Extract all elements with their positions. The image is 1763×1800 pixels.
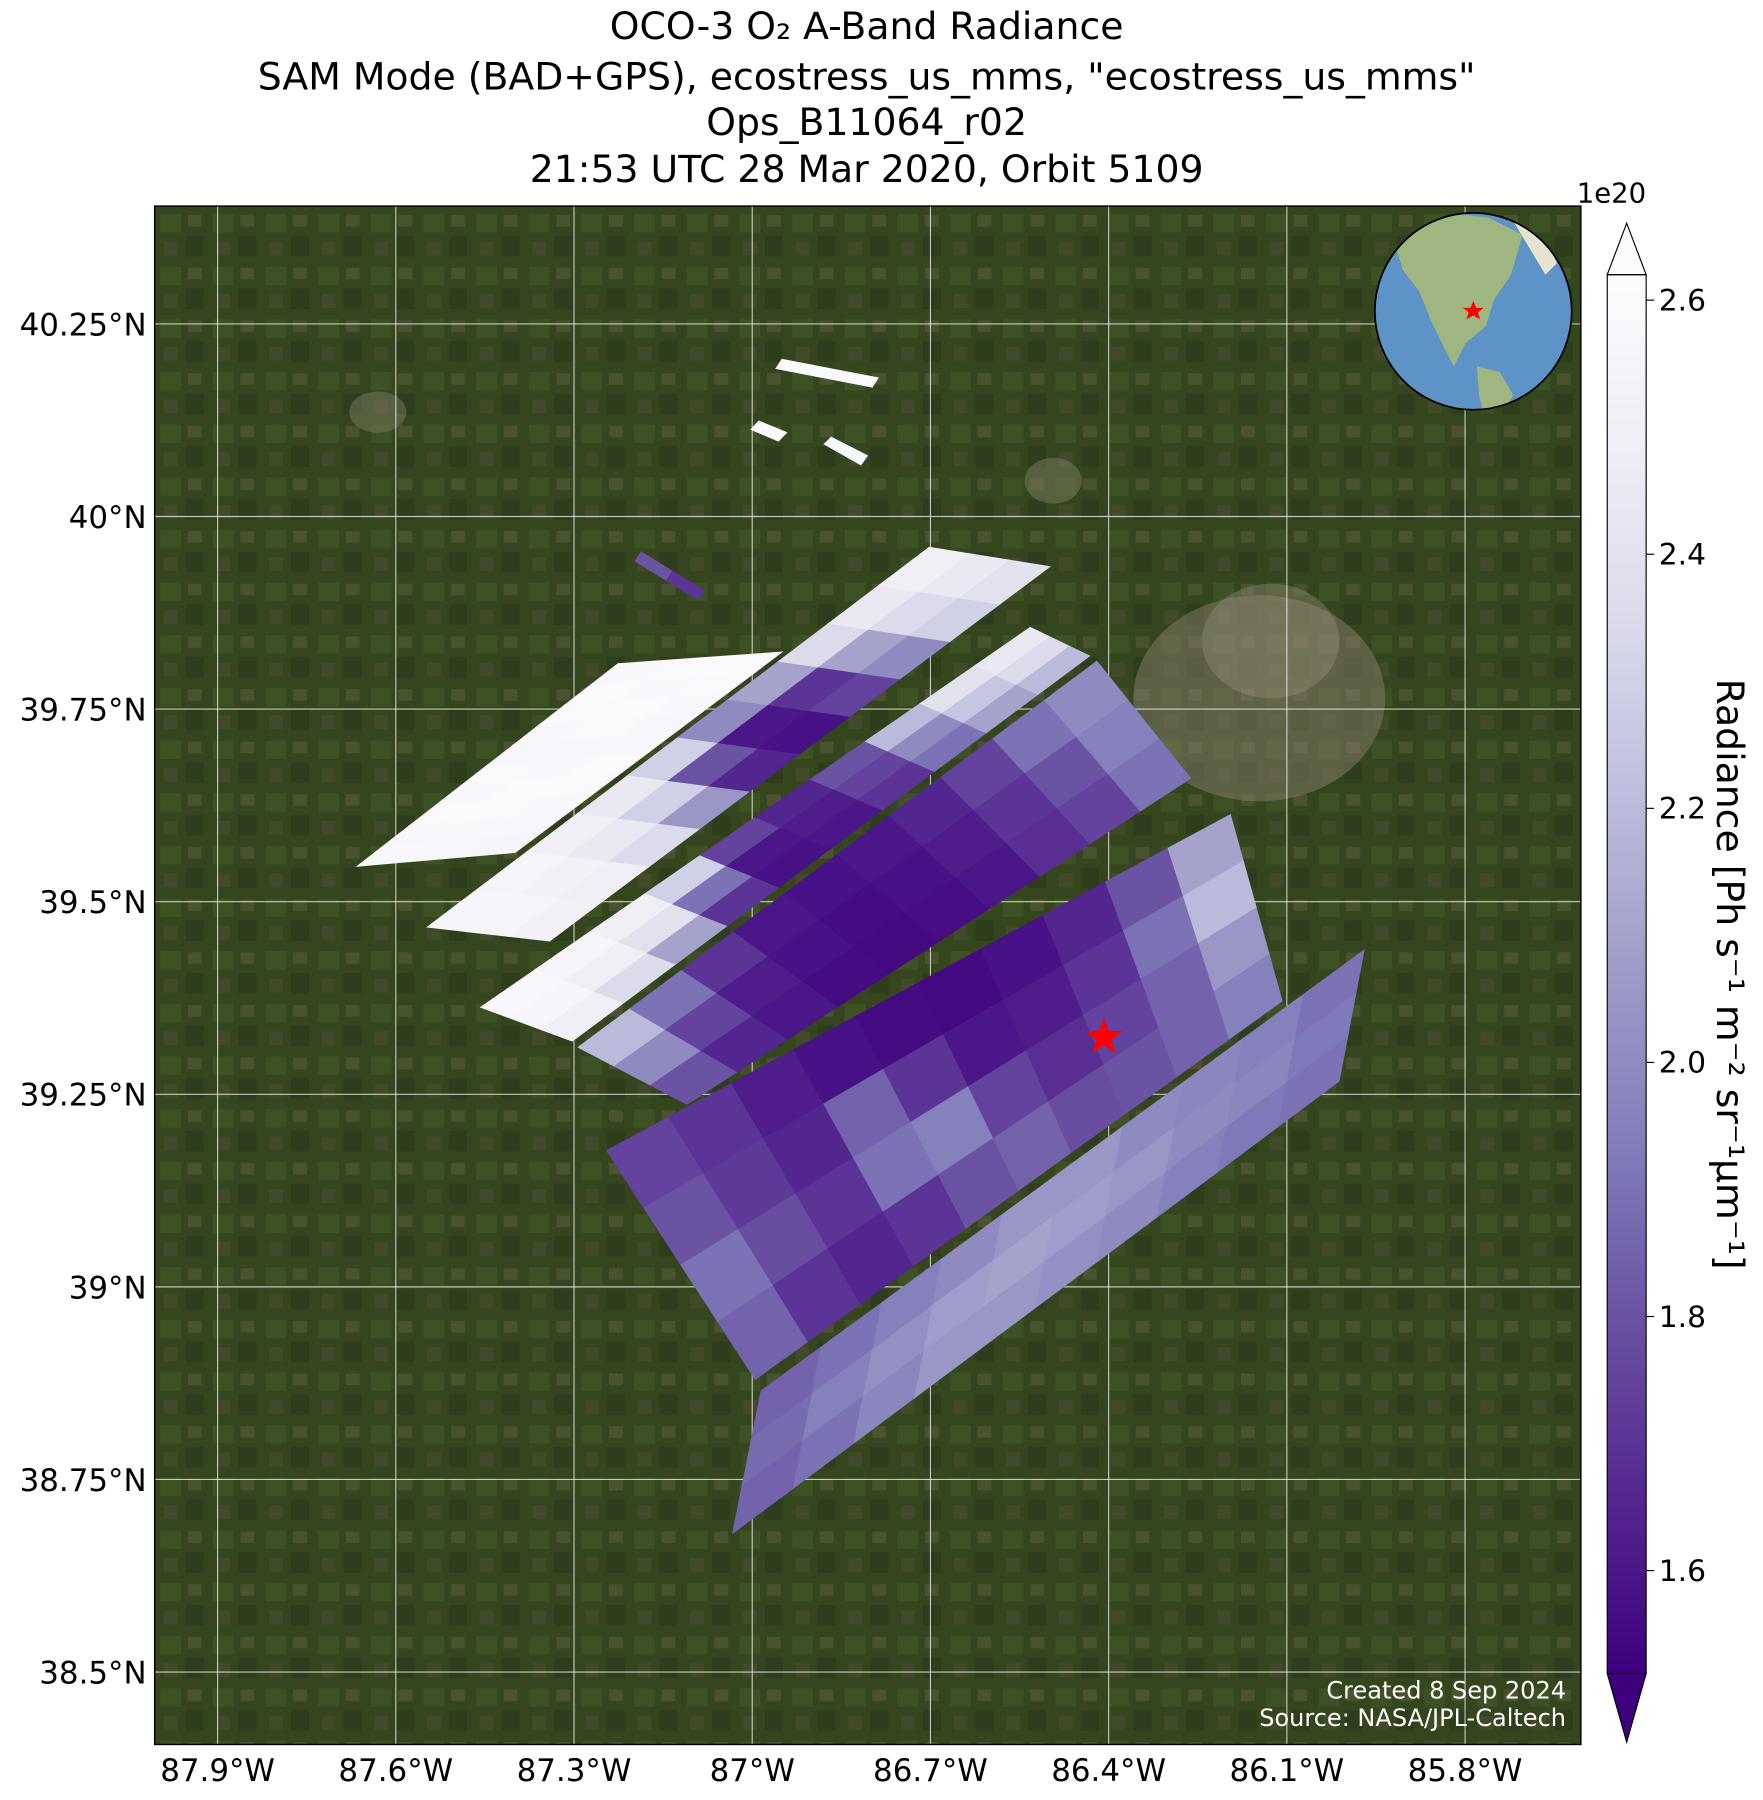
y-tick-label: 40°N [69,500,147,536]
colorbar-tick-label: 1.8 [1659,1300,1706,1335]
y-tick-label: 39°N [69,1270,147,1306]
colorbar-extend [1606,1672,1647,1745]
credit: Created 8 Sep 2024 [1326,1677,1566,1705]
y-tick-label: 39.75°N [20,693,147,729]
title-line: OCO-3 O₂ A-Band Radiance [610,4,1124,48]
colorbar-offset: 1e20 [1577,179,1646,210]
map-frame [153,205,1582,1746]
colorbar-tick-label: 2.2 [1659,792,1706,827]
urban-area [349,391,407,433]
title: OCO-3 O₂ A-Band Radiance SAM Mode (BAD+G… [258,4,1476,191]
colorbar: 1.6 1.8 2.0 2.2 2.4 2.6 1e20 Radiance [Ph s⁻¹ m… [1577,179,1752,1745]
target-star [1085,1017,1123,1053]
colorbar-extend [1606,221,1647,276]
colorbar-tick-label: 2.0 [1659,1046,1706,1081]
colorbar-frame [1606,274,1647,1675]
swath-cell [823,436,869,466]
x-tick-label: 86.1°W [1229,1753,1344,1789]
globe-inset [1373,212,1573,411]
swath-cell [1213,953,1283,1040]
swath-cell [750,420,788,442]
title-line: SAM Mode (BAD+GPS), ecostress_us_mms, "e… [258,54,1476,98]
title-line: 21:53 UTC 28 Mar 2020, Orbit 5109 [530,147,1204,191]
x-tick-label: 86.7°W [873,1753,988,1789]
colorbar-body [1607,274,1647,1674]
y-tick-label: 40.25°N [20,307,147,343]
swath-cell [699,651,784,677]
swath-cell [1016,645,1091,696]
x-tick-label: 87.9°W [160,1753,275,1789]
swath-cell [1277,1036,1349,1128]
colorbar-tick-label: 2.4 [1659,538,1706,573]
x-tick-label: 87.3°W [517,1753,632,1789]
globe-land [1511,217,1557,275]
urban-area [1202,583,1340,699]
urban-area [1133,595,1386,802]
swath-cell [666,570,705,601]
credit: Source: NASA/JPL-Caltech [1259,1704,1566,1732]
title-line: Ops_B11064_r02 [706,100,1027,144]
map: Created 8 Sep 2024 Source: NASA/JPL-Calt… [154,206,1581,1745]
colorbar-label: Radiance [Ph s⁻¹ m⁻² sr⁻¹μm⁻¹] [1708,679,1752,1270]
swath-cell [1107,738,1192,812]
colorbar-tick-label: 1.6 [1659,1554,1706,1589]
globe-star [1462,301,1484,320]
x-tick-label: 87°W [710,1753,795,1789]
globe-outline [1373,212,1573,411]
tick-labels: 87.9°W 87.6°W 87.3°W 87°W 86.7°W 86.4°W 86.1°W… [20,307,1523,1789]
urban-area [1024,457,1082,504]
target [1085,1017,1123,1053]
swath-cell [823,368,879,388]
y-tick-label: 39.5°N [39,885,146,921]
colorbar-tick-label: 2.6 [1659,283,1706,318]
x-tick-label: 87.6°W [338,1753,453,1789]
y-tick-label: 38.75°N [20,1463,147,1499]
swaths [355,358,1365,1535]
swath-cell [958,559,1052,605]
x-tick-label: 85.8°W [1408,1753,1523,1789]
globe-land [1390,212,1523,367]
y-tick-label: 38.5°N [39,1656,146,1692]
x-tick-label: 86.4°W [1051,1753,1166,1789]
y-tick-label: 39.25°N [20,1078,147,1114]
